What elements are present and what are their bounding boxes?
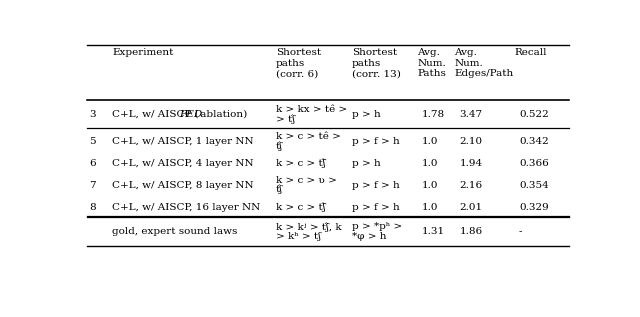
Text: 1.0: 1.0: [422, 181, 439, 190]
Text: 1.78: 1.78: [422, 110, 445, 119]
Text: k > c > ʋ >: k > c > ʋ >: [276, 176, 337, 185]
Text: FED: FED: [179, 110, 203, 119]
Text: ablation): ablation): [198, 110, 248, 119]
Text: 6: 6: [89, 158, 95, 168]
Text: p > *pʰ >: p > *pʰ >: [352, 222, 402, 231]
Text: tʃ̂: tʃ̂: [276, 141, 283, 151]
Text: 1.31: 1.31: [422, 227, 445, 236]
Text: k > kx > tê >: k > kx > tê >: [276, 105, 347, 114]
Text: k > c > tê >: k > c > tê >: [276, 132, 340, 141]
Text: 0.354: 0.354: [519, 181, 548, 190]
Text: 0.342: 0.342: [519, 137, 548, 146]
Text: > kʰ > tʃ: > kʰ > tʃ: [276, 232, 321, 241]
Text: 0.522: 0.522: [519, 110, 548, 119]
Text: 1.86: 1.86: [460, 227, 483, 236]
Text: C+L, w/ AISCP, 8 layer NN: C+L, w/ AISCP, 8 layer NN: [112, 181, 254, 190]
Text: > tʃ̂: > tʃ̂: [276, 114, 295, 124]
Text: p > h: p > h: [352, 110, 381, 119]
Text: 3.47: 3.47: [460, 110, 483, 119]
Text: p > f > h: p > f > h: [352, 137, 399, 146]
Text: Recall: Recall: [514, 48, 547, 57]
Text: -: -: [519, 227, 522, 236]
Text: C+L, w/ AISCP (: C+L, w/ AISCP (: [112, 110, 199, 119]
Text: 5: 5: [89, 137, 95, 146]
Text: C+L, w/ AISCP, 16 layer NN: C+L, w/ AISCP, 16 layer NN: [112, 203, 260, 212]
Text: 2.01: 2.01: [460, 203, 483, 212]
Text: 0.366: 0.366: [519, 158, 548, 168]
Text: k > c > tʃ̂: k > c > tʃ̂: [276, 158, 326, 168]
Text: tʃ̂: tʃ̂: [276, 185, 283, 195]
Text: 3: 3: [89, 110, 95, 119]
Text: Shortest
paths
(corr. 13): Shortest paths (corr. 13): [352, 48, 401, 78]
Text: p > f > h: p > f > h: [352, 181, 399, 190]
Text: gold, expert sound laws: gold, expert sound laws: [112, 227, 237, 236]
Text: *φ > h: *φ > h: [352, 232, 387, 241]
Text: p > f > h: p > f > h: [352, 203, 399, 212]
Text: 1.0: 1.0: [422, 203, 439, 212]
Text: 1.94: 1.94: [460, 158, 483, 168]
Text: Experiment: Experiment: [112, 48, 173, 57]
Text: 1.0: 1.0: [422, 137, 439, 146]
Text: C+L, w/ AISCP, 1 layer NN: C+L, w/ AISCP, 1 layer NN: [112, 137, 254, 146]
Text: 2.16: 2.16: [460, 181, 483, 190]
Text: 0.329: 0.329: [519, 203, 548, 212]
Text: k > c > tʃ̂: k > c > tʃ̂: [276, 203, 326, 212]
Text: 1.0: 1.0: [422, 158, 439, 168]
Text: Avg.
Num.
Paths: Avg. Num. Paths: [417, 48, 446, 78]
Text: 2.10: 2.10: [460, 137, 483, 146]
Text: Avg.
Num.
Edges/Path: Avg. Num. Edges/Path: [454, 48, 514, 78]
Text: 7: 7: [89, 181, 95, 190]
Text: p > h: p > h: [352, 158, 381, 168]
Text: C+L, w/ AISCP, 4 layer NN: C+L, w/ AISCP, 4 layer NN: [112, 158, 254, 168]
Text: k > kʲ > tʃ̂, k: k > kʲ > tʃ̂, k: [276, 222, 342, 232]
Text: Shortest
paths
(corr. 6): Shortest paths (corr. 6): [276, 48, 321, 78]
Text: 8: 8: [89, 203, 95, 212]
